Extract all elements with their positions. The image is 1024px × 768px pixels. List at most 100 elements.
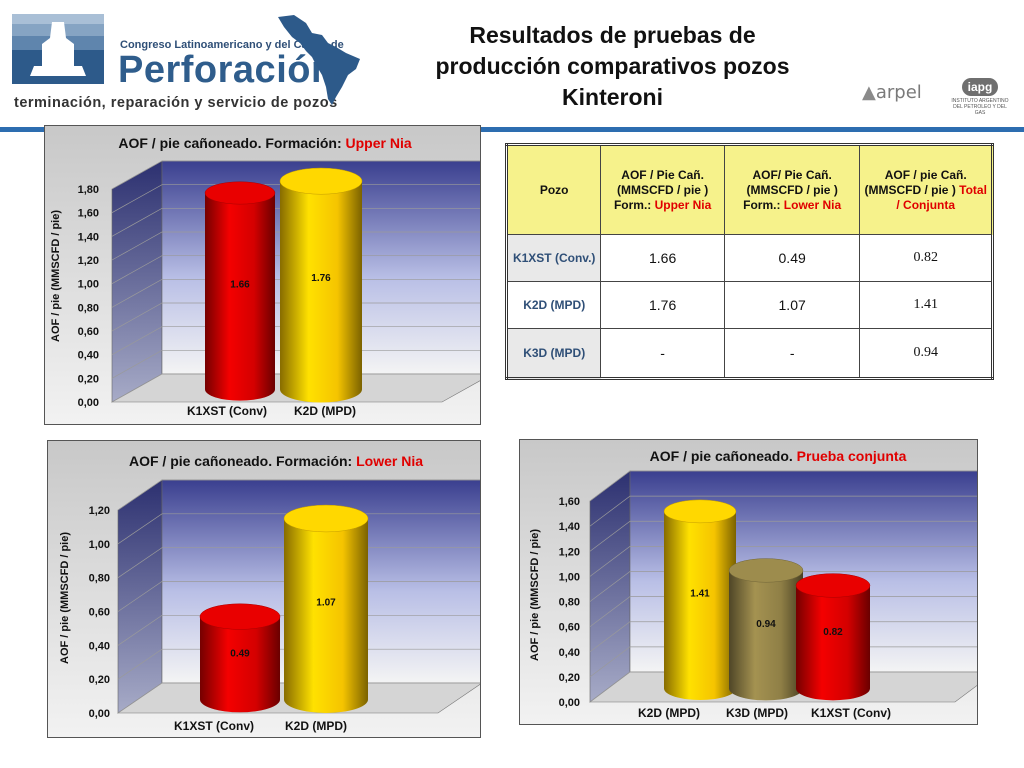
chart-title: AOF / pie cañoneado. Formación: Lower Ni…	[129, 453, 423, 469]
congress-logo	[12, 14, 104, 84]
y-tick-label: 1,00	[89, 539, 110, 551]
y-tick-label: 0,00	[89, 708, 110, 720]
gridline	[117, 614, 480, 646]
x-category-label: K2D (MPD)	[285, 719, 347, 733]
y-tick-label: 0,00	[559, 697, 580, 709]
x-category-label: K1XST (Conv)	[174, 719, 254, 733]
gridline	[589, 621, 977, 653]
gridline	[111, 278, 480, 308]
bar: 1.41	[663, 499, 737, 701]
y-tick-label: 0,20	[559, 672, 580, 684]
gridline	[111, 349, 480, 379]
y-tick-label: 1,20	[78, 255, 99, 267]
x-category-label: K1XST (Conv)	[811, 706, 891, 720]
y-tick-label: 0,80	[78, 302, 99, 314]
iapg-logo: iapg INSTITUTO ARGENTINO DEL PETROLEO Y …	[950, 78, 1010, 116]
data-label: 1.41	[690, 588, 710, 599]
bar: 1.76	[279, 167, 363, 403]
gridline	[117, 581, 480, 612]
cell-upper: -	[600, 328, 725, 379]
x-category-label: K2D (MPD)	[638, 706, 700, 720]
chart-lower-nia: 0,00 0,20 0,40 0,60 0,80 1,00 1,20 0.49 1.07 K1XS…	[47, 440, 481, 738]
iapg-badge: iapg	[961, 78, 999, 96]
bar: 1.07	[283, 504, 369, 713]
data-label: 0.82	[823, 627, 843, 638]
gridline	[111, 373, 480, 403]
data-label: 1.76	[311, 273, 331, 284]
y-axis-label: AOF / pie (MMSCFD / pie)	[59, 532, 71, 664]
brand-top-text: Congreso Latinoamericano y del Caribe de	[120, 39, 344, 51]
chart-prueba-conjunta-svg: 0,00 0,20 0,40 0,60 0,80 1,00 1,20 1,40 1,60 1.41…	[529, 448, 977, 720]
header-total: AOF / pie Cañ. (MMSCFD / pie ) Total / C…	[859, 144, 993, 235]
y-tick-label: 0,00	[78, 397, 99, 409]
y-tick-label: 0,60	[89, 607, 110, 619]
chart-title: AOF / pie cañoneado. Formación: Upper Ni…	[118, 135, 411, 151]
y-tick-label: 1,60	[78, 208, 99, 220]
cell-pozo: K3D (MPD)	[505, 328, 602, 379]
y-tick-label: 0,40	[78, 350, 99, 362]
table-row: K1XST (Conv.) 1.66 0.49 0.82	[505, 234, 993, 282]
chart-side-wall	[111, 160, 163, 403]
gridline	[111, 160, 480, 190]
bar-body	[664, 511, 736, 701]
gridline	[117, 648, 480, 680]
bar-body	[205, 192, 275, 401]
gridline	[117, 547, 480, 578]
y-axis-label: AOF / pie (MMSCFD / pie)	[50, 210, 62, 342]
chart-title: AOF / pie cañoneado. Prueba conjunta	[650, 448, 907, 464]
latin-america-map-icon	[278, 15, 360, 105]
bar-top	[199, 603, 281, 630]
cell-upper: 1.76	[600, 281, 725, 329]
gridline	[117, 479, 480, 511]
gridline	[111, 302, 480, 332]
bar-top	[283, 504, 369, 533]
y-tick-label: 0,40	[89, 640, 110, 652]
y-axis-label: AOF / pie (MMSCFD / pie)	[529, 529, 541, 661]
data-label: 0.94	[756, 619, 776, 630]
chart-title-highlight: Upper Nia	[346, 135, 412, 151]
table-row: K2D (MPD) 1.76 1.07 1.41	[505, 281, 993, 329]
y-tick-label: 1,00	[78, 279, 99, 291]
chart-title-highlight: Prueba conjunta	[797, 448, 907, 464]
y-tick-label: 0,80	[559, 597, 580, 609]
gridline	[111, 255, 480, 284]
x-category-label: K3D (MPD)	[726, 706, 788, 720]
y-tick-label: 1,40	[78, 231, 99, 243]
cell-upper: 1.66	[600, 234, 725, 282]
chart-lower-nia-svg: 0,00 0,20 0,40 0,60 0,80 1,00 1,20 0.49 1.07 K1XS…	[59, 453, 480, 733]
bar-body	[280, 181, 362, 403]
chart-title-highlight: Lower Nia	[356, 453, 423, 469]
results-table: Pozo AOF / Pie Cañ. (MMSCFD / pie ) Form…	[505, 143, 994, 380]
gridline	[589, 470, 977, 502]
chart-title-prefix: AOF / pie cañoneado.	[650, 448, 797, 464]
x-category-label: K2D (MPD)	[294, 404, 356, 418]
gridline	[111, 207, 480, 237]
arpel-logo: ▲arpel	[862, 82, 922, 103]
gridline	[111, 326, 480, 355]
y-tick-label: 1,40	[559, 521, 580, 533]
data-label: 0.49	[230, 648, 250, 659]
y-tick-label: 0,80	[89, 573, 110, 585]
data-label: 1.66	[230, 279, 250, 290]
y-tick-label: 0,60	[559, 622, 580, 634]
gridline	[117, 513, 480, 545]
chart-upper-nia: 0,00 0,20 0,40 0,60 0,80 1,00 1,20 1,40 1,60 1,80…	[44, 125, 481, 425]
table-header-row: Pozo AOF / Pie Cañ. (MMSCFD / pie ) Form…	[505, 144, 993, 235]
cell-pozo: K2D (MPD)	[505, 281, 602, 329]
y-tick-label: 1,80	[78, 184, 99, 196]
cell-total: 0.82	[859, 234, 993, 282]
y-tick-label: 0,40	[559, 647, 580, 659]
chart-upper-nia-svg: 0,00 0,20 0,40 0,60 0,80 1,00 1,20 1,40 1,60 1,80…	[50, 135, 480, 418]
iapg-caption: INSTITUTO ARGENTINO DEL PETROLEO Y DEL G…	[951, 98, 1009, 116]
brand-subtitle: terminación, reparación y servicio de po…	[14, 95, 338, 111]
header-upper-nia: AOF / Pie Cañ. (MMSCFD / pie ) Form.: Up…	[600, 144, 725, 235]
arpel-logo-icon: ▲	[862, 82, 876, 103]
gridline	[111, 184, 480, 213]
page-title: Resultados de pruebas de producción comp…	[435, 22, 790, 110]
cell-lower: 1.07	[723, 281, 861, 329]
bar-body	[729, 570, 803, 701]
chart-title-prefix: AOF / pie cañoneado. Formación:	[118, 135, 345, 151]
bar: 0.82	[795, 573, 871, 701]
bar: 0.94	[728, 558, 804, 701]
gridline	[589, 646, 977, 678]
